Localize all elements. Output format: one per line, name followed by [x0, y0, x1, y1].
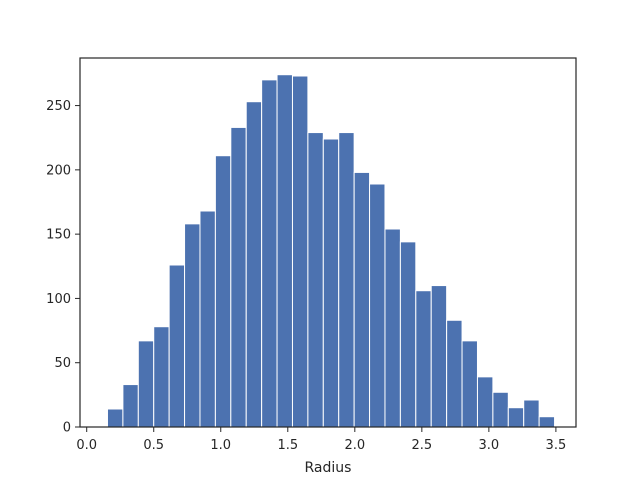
histogram-bar [276, 74, 293, 428]
histogram-bar [230, 126, 247, 428]
histogram-bar [307, 132, 324, 428]
y-tick-label: 0 [63, 421, 71, 436]
histogram-bar [199, 210, 216, 428]
histogram-bar [461, 340, 478, 428]
histogram-bar [137, 340, 155, 428]
histogram-bar [214, 155, 232, 428]
histogram-bar [122, 384, 139, 428]
histogram-bar [523, 399, 540, 428]
histogram-bar [106, 408, 124, 428]
histogram-bar [476, 376, 494, 428]
x-tick-label: 1.0 [210, 438, 231, 453]
histogram-bar [353, 171, 371, 428]
plot-frame [79, 57, 577, 428]
histogram-bar [153, 326, 170, 428]
histogram-bar [168, 264, 186, 428]
x-tick-label: 2.5 [411, 438, 432, 453]
x-tick-label: 3.0 [479, 438, 500, 453]
histogram-bar [538, 416, 556, 428]
x-tick-label: 1.5 [277, 438, 298, 453]
histogram-bar [492, 391, 509, 428]
y-tick-label: 100 [46, 292, 71, 307]
x-tick-label: 3.5 [546, 438, 567, 453]
histogram-bar [446, 319, 463, 428]
y-tick-label: 50 [54, 356, 71, 371]
histogram-bar [338, 132, 355, 428]
x-tick-label: 0.0 [76, 438, 97, 453]
y-tick-label: 250 [46, 99, 71, 114]
x-axis-ticks: 0.0 0.5 1.0 1.5 2.0 2.5 3.0 3.5 [76, 427, 566, 453]
histogram-bars [106, 74, 556, 428]
histogram-bar [384, 228, 401, 428]
histogram-bar [399, 241, 417, 428]
x-axis-label: Radius [305, 460, 352, 476]
y-axis-ticks: 0 50 100 150 200 250 [46, 99, 80, 436]
x-tick-label: 2.0 [344, 438, 365, 453]
histogram-bar [430, 285, 448, 428]
histogram-bar [291, 75, 309, 428]
y-tick-label: 200 [46, 163, 71, 178]
y-tick-label: 150 [46, 228, 71, 243]
histogram-bar [245, 101, 263, 428]
histogram-bar [322, 138, 340, 428]
histogram-bar [415, 290, 432, 428]
histogram-bar [261, 79, 278, 428]
x-tick-label: 0.5 [143, 438, 164, 453]
histogram-bar [507, 407, 525, 428]
histogram-bar [369, 183, 386, 428]
histogram-bar [184, 223, 201, 428]
